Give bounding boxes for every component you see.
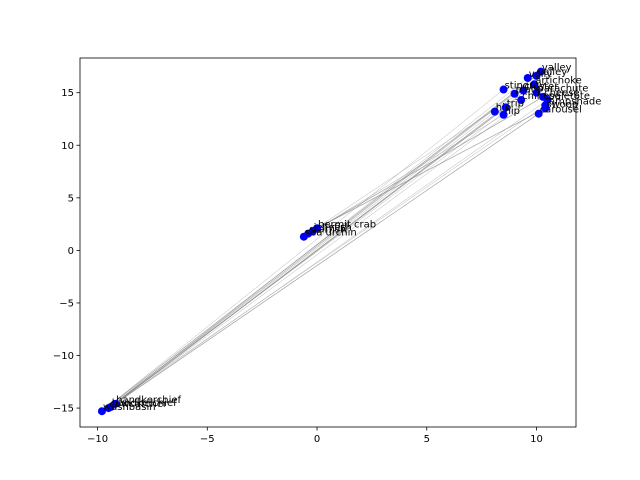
link-line — [101, 99, 522, 412]
link-line — [101, 71, 542, 412]
point-label: sea urchin — [305, 228, 357, 239]
point-label: chinese — [522, 91, 560, 102]
x-axis-ticks: −10 −5 0 5 10 — [87, 427, 543, 445]
x-tick-label: 10 — [530, 434, 543, 445]
link-line — [303, 96, 544, 238]
link-line — [115, 99, 548, 405]
x-tick-label: 5 — [424, 434, 430, 445]
axes-frame — [79, 57, 577, 428]
point-labels: valleyvalleyvallyartichokestingraycluste… — [103, 63, 601, 414]
y-tick-label: −10 — [53, 351, 74, 362]
point-label: hermit crab — [318, 219, 376, 230]
link-line — [114, 107, 506, 405]
point-label: hip — [496, 103, 511, 114]
y-tick-label: 10 — [61, 141, 74, 152]
link-line — [308, 90, 524, 234]
link-lines — [101, 71, 548, 412]
link-line — [316, 108, 546, 229]
data-point — [499, 85, 508, 94]
point-label: plate — [516, 85, 541, 96]
point-label: handkerchief — [112, 398, 177, 409]
data-point — [510, 89, 519, 98]
data-point — [97, 407, 106, 416]
y-axis-ticks: −15 −10 −5 0 5 10 15 — [53, 88, 80, 415]
x-tick-label: −5 — [200, 434, 215, 445]
data-point — [490, 107, 499, 116]
data-point — [523, 73, 532, 82]
point-label: swoop — [546, 99, 578, 110]
data-point — [541, 104, 550, 113]
point-label: paletote — [548, 91, 590, 102]
data-points — [97, 67, 552, 416]
link-line — [101, 89, 504, 412]
point-label: cheese — [544, 88, 580, 99]
point-label: starfish — [309, 225, 346, 236]
y-tick-label: 0 — [68, 246, 74, 257]
point-label: cluster — [524, 82, 559, 93]
point-label: artichoke — [535, 75, 581, 86]
point-label: parachute — [537, 84, 588, 95]
link-line — [312, 114, 504, 232]
y-tick-label: 15 — [61, 88, 74, 99]
data-point — [499, 110, 508, 119]
point-label: hip — [505, 106, 520, 117]
data-point — [532, 71, 541, 80]
data-point — [534, 109, 543, 118]
data-point — [530, 80, 539, 89]
point-label: handkerchief — [116, 395, 181, 406]
y-tick-label: 5 — [68, 193, 74, 204]
link-line — [108, 93, 515, 409]
y-tick-label: −15 — [53, 404, 74, 415]
point-label: cowcatcher — [110, 399, 168, 410]
point-label: lampshade — [546, 96, 601, 107]
link-line — [110, 77, 528, 408]
point-label: valley — [542, 63, 572, 74]
point-label: washbasin — [103, 402, 156, 413]
link-line — [114, 113, 539, 405]
point-label: carousel — [540, 105, 582, 116]
x-tick-label: −10 — [87, 434, 108, 445]
point-label: jellyfish — [313, 222, 352, 233]
link-line — [110, 92, 537, 408]
data-point — [532, 88, 541, 97]
data-point — [104, 404, 113, 413]
data-point — [517, 96, 526, 105]
point-label: stingray — [505, 81, 546, 92]
data-point — [299, 232, 308, 241]
data-point — [501, 103, 510, 112]
point-label: vally — [529, 69, 553, 80]
x-tick-label: 0 — [314, 434, 320, 445]
link-line — [101, 105, 546, 412]
y-tick-label: −5 — [59, 298, 74, 309]
data-point — [519, 86, 528, 95]
point-label: valley — [537, 67, 567, 78]
point-label: trip — [507, 98, 524, 109]
